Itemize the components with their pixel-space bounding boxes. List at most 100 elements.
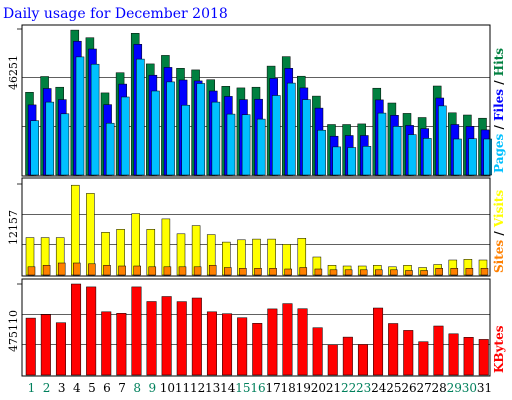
bar-pages-day-24: [377, 112, 387, 176]
bar-sites-day-20: [314, 268, 323, 276]
bar-pages-day-29: [453, 138, 462, 176]
bar-pages-day-23: [362, 146, 372, 176]
ymax-label: 475110: [7, 310, 20, 352]
bar-pages-day-13: [211, 101, 221, 176]
bar-kbytes-day-1: [25, 317, 36, 376]
bar-kbytes-day-9: [146, 301, 157, 376]
bar-kbytes-day-31: [478, 339, 489, 376]
panel-visitors: 12157 Sites / Visits: [7, 177, 506, 277]
bar-kbytes-day-23: [357, 344, 368, 376]
bar-sites-day-5: [88, 263, 96, 276]
bar-sites-day-22: [344, 269, 353, 276]
bar-kbytes-day-30: [463, 337, 474, 376]
bar-pages-day-1: [30, 120, 39, 176]
bar-sites-day-26: [405, 270, 413, 276]
bar-kbytes-day-8: [131, 286, 142, 376]
day-label: 30: [462, 381, 477, 395]
bar-sites-day-17: [269, 268, 277, 276]
day-label: 1: [28, 381, 36, 395]
bar-sites-day-23: [359, 269, 368, 276]
day-label: 31: [477, 381, 492, 395]
bar-sites-day-12: [193, 266, 202, 276]
bar-sites-day-3: [57, 262, 66, 276]
day-label: 28: [432, 381, 447, 395]
legend-entry-kbytes: KBytes: [492, 325, 506, 373]
bar-pages-day-11: [181, 104, 190, 176]
bar-sites-day-27: [420, 270, 428, 276]
bar-kbytes-day-6: [101, 311, 112, 376]
bar-kbytes-day-17: [267, 308, 278, 376]
panel-traffic: 475110 KBytes: [7, 278, 506, 377]
bar-pages-day-14: [226, 113, 236, 176]
bar-sites-day-30: [465, 268, 474, 276]
day-label: 24: [371, 381, 387, 395]
day-label: 25: [386, 381, 401, 395]
bar-pages-day-17: [272, 95, 281, 176]
legend-separator: /: [492, 76, 506, 89]
bar-pages-day-3: [60, 113, 70, 176]
bar-sites-day-25: [390, 269, 398, 276]
day-label: 18: [281, 381, 296, 395]
bar-kbytes-day-26: [403, 330, 414, 376]
bar-pages-day-22: [347, 147, 357, 176]
day-label: 21: [326, 381, 341, 395]
day-label: 19: [296, 381, 311, 395]
bar-sites-day-31: [480, 268, 489, 276]
day-label: 8: [133, 381, 141, 395]
bar-kbytes-day-14: [222, 313, 233, 376]
bar-pages-day-25: [392, 126, 402, 176]
bar-sites-day-8: [133, 265, 141, 276]
bar-sites-day-14: [224, 267, 232, 276]
bar-pages-day-2: [45, 101, 55, 176]
bar-kbytes-day-21: [327, 344, 338, 376]
bar-pages-day-10: [166, 81, 175, 176]
legend-entry-files: Files: [492, 89, 506, 121]
chart-panels: 46251 Pages / Files / Hits 12157 Sites / Vi…: [7, 24, 506, 377]
legend-entry-sites: Sites: [492, 240, 506, 273]
bar-pages-day-27: [423, 138, 432, 176]
day-label: 4: [73, 381, 81, 395]
bar-sites-day-7: [118, 265, 126, 276]
bar-kbytes-day-22: [342, 336, 353, 376]
day-label: 14: [220, 381, 236, 395]
bar-kbytes-day-5: [86, 286, 97, 376]
bar-sites-day-28: [435, 268, 443, 276]
day-label: 20: [311, 381, 326, 395]
day-label: 29: [447, 381, 462, 395]
bar-pages-day-16: [256, 118, 266, 176]
bar-kbytes-day-20: [312, 327, 323, 376]
legend-entry-hits: Hits: [492, 48, 506, 76]
bar-visits-day-4: [71, 184, 80, 276]
legend-entry-pages: Pages: [492, 133, 506, 173]
bar-kbytes-day-28: [433, 325, 444, 376]
bar-kbytes-day-7: [116, 313, 127, 376]
bar-sites-day-19: [299, 267, 308, 276]
day-labels: 1 2 3 4 5 6 7 8 9 10 11 12 13 14 15 16 17 18 19 20 21 22 23 24 2…: [28, 381, 492, 395]
ymax-label: 12157: [7, 210, 20, 245]
day-label: 11: [175, 381, 190, 395]
bar-sites-day-13: [208, 265, 217, 276]
bar-kbytes-day-10: [161, 296, 172, 376]
bar-sites-day-2: [42, 265, 51, 276]
bar-pages-day-7: [121, 96, 130, 176]
bar-kbytes-day-12: [191, 297, 202, 376]
day-label: 15: [235, 381, 250, 395]
bar-kbytes-day-19: [297, 308, 308, 376]
legend-entry-visits: Visits: [492, 190, 506, 229]
bar-kbytes-day-3: [55, 322, 66, 376]
bar-pages-day-18: [287, 82, 296, 176]
day-label: 22: [341, 381, 356, 395]
bar-pages-day-26: [407, 134, 417, 176]
bar-kbytes-day-16: [252, 323, 263, 376]
day-label: 17: [265, 381, 280, 395]
ymax-label: 46251: [7, 55, 20, 90]
bar-kbytes-day-27: [418, 341, 429, 376]
day-label: 9: [148, 381, 156, 395]
bar-pages-day-31: [483, 138, 492, 176]
legend-traffic: KBytes: [492, 325, 506, 373]
legend-requests: Pages / Files / Hits: [492, 48, 506, 173]
bar-sites-day-1: [27, 266, 36, 276]
bar-kbytes-day-29: [448, 333, 459, 376]
chart-title: Daily usage for December 2018: [3, 6, 228, 22]
day-label: 3: [58, 381, 66, 395]
